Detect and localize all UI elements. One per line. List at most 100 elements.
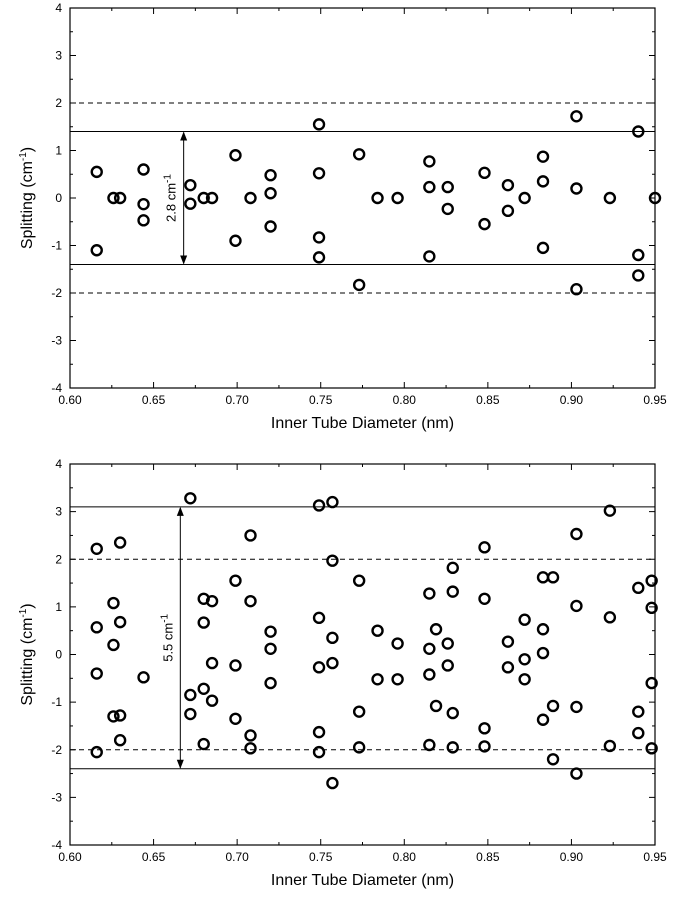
data-point bbox=[312, 167, 326, 180]
range-annotation-text: 5.5 cm bbox=[160, 623, 175, 662]
y-tick-label: -3 bbox=[51, 790, 62, 804]
data-point bbox=[113, 615, 127, 629]
y-axis-title: Splitting (cm-1) bbox=[18, 603, 36, 705]
data-point bbox=[441, 659, 454, 672]
y-tick-label: 3 bbox=[55, 49, 62, 63]
y-axis-title-main: Splitting (cm bbox=[19, 161, 36, 249]
data-point bbox=[113, 191, 127, 205]
y-axis-title-sup: -1 bbox=[18, 152, 29, 161]
x-tick-label: 0.75 bbox=[309, 393, 333, 407]
data-point bbox=[184, 688, 197, 702]
data-point bbox=[518, 673, 531, 686]
data-point bbox=[501, 635, 515, 648]
data-point bbox=[205, 656, 219, 670]
data-point bbox=[312, 231, 326, 244]
y-tick-label: 2 bbox=[55, 96, 62, 110]
data-point bbox=[632, 248, 645, 262]
data-point bbox=[478, 722, 491, 735]
data-point bbox=[371, 624, 384, 637]
data-point bbox=[90, 745, 103, 759]
data-point bbox=[197, 737, 210, 751]
y-tick-label: 1 bbox=[55, 144, 62, 158]
data-point bbox=[229, 574, 242, 587]
y-tick-label: -4 bbox=[51, 838, 62, 852]
data-point bbox=[244, 742, 257, 755]
data-point bbox=[90, 244, 103, 257]
arrowhead-up-icon bbox=[176, 506, 184, 516]
data-point bbox=[205, 191, 219, 205]
data-point bbox=[312, 725, 326, 739]
y-tick-label: -1 bbox=[51, 239, 62, 253]
range-annotation-label: 5.5 cm-1 bbox=[159, 613, 175, 661]
data-point bbox=[229, 659, 242, 672]
data-point bbox=[478, 217, 491, 231]
data-point bbox=[423, 155, 436, 168]
data-point bbox=[312, 118, 326, 131]
data-point bbox=[264, 187, 277, 200]
data-point bbox=[352, 574, 366, 587]
data-point bbox=[632, 125, 645, 138]
y-tick-label: -4 bbox=[51, 381, 62, 395]
chart-panel-1: 0.60 0.65 0.70 0.75 0.80 0.85 0.90 0.95 -4 -3 -2 -1… bbox=[18, 1, 667, 432]
data-point bbox=[536, 571, 550, 584]
plot-frame bbox=[69, 463, 656, 846]
data-point bbox=[205, 694, 219, 707]
data-point bbox=[501, 661, 515, 674]
data-point bbox=[391, 673, 404, 686]
data-point bbox=[632, 581, 645, 595]
data-point bbox=[107, 638, 120, 652]
y-tick-label: 0 bbox=[55, 191, 62, 205]
data-point bbox=[478, 592, 491, 605]
x-tick-label: 0.65 bbox=[142, 850, 166, 864]
y-tick-label: -1 bbox=[51, 695, 62, 709]
data-point bbox=[137, 163, 150, 176]
x-axis-title: Inner Tube Diameter (nm) bbox=[271, 872, 454, 889]
data-point bbox=[570, 283, 583, 296]
range-annotation-sup: -1 bbox=[163, 174, 174, 183]
data-point bbox=[326, 554, 339, 567]
data-point bbox=[352, 278, 366, 292]
range-annotation-sup: -1 bbox=[159, 613, 170, 622]
y-tick-label: -2 bbox=[51, 286, 62, 300]
data-point bbox=[264, 642, 277, 655]
x-tick-label: 0.70 bbox=[225, 393, 249, 407]
x-tick-label: 0.90 bbox=[560, 393, 584, 407]
data-point bbox=[536, 175, 550, 188]
data-point bbox=[570, 182, 583, 195]
data-point bbox=[423, 250, 436, 263]
data-point bbox=[546, 571, 560, 584]
data-point bbox=[648, 191, 662, 205]
data-point bbox=[446, 706, 459, 720]
data-point bbox=[197, 682, 210, 695]
x-axis-title: Inner Tube Diameter (nm) bbox=[271, 415, 454, 432]
data-point bbox=[312, 499, 326, 512]
arrowhead-down-icon bbox=[176, 759, 184, 769]
data-point bbox=[205, 594, 219, 608]
data-point bbox=[197, 616, 210, 629]
y-axis-title-close: ) bbox=[19, 147, 36, 152]
y-tick-label: 1 bbox=[55, 600, 62, 614]
data-point bbox=[113, 536, 127, 549]
data-point bbox=[570, 110, 583, 123]
data-point bbox=[546, 699, 560, 713]
data-point bbox=[326, 656, 339, 670]
data-point bbox=[536, 646, 550, 660]
data-point bbox=[107, 596, 120, 610]
data-point bbox=[423, 180, 436, 194]
data-point bbox=[518, 653, 531, 666]
data-point bbox=[446, 561, 459, 575]
data-point bbox=[536, 713, 550, 726]
data-point bbox=[441, 180, 454, 194]
data-point bbox=[603, 191, 617, 205]
data-point bbox=[184, 197, 197, 210]
data-point bbox=[90, 621, 103, 634]
data-point bbox=[184, 492, 197, 505]
data-point bbox=[197, 191, 210, 205]
x-tick-label: 0.95 bbox=[643, 850, 667, 864]
y-axis-title-close: ) bbox=[19, 603, 36, 608]
data-point bbox=[326, 776, 339, 790]
data-point bbox=[244, 529, 257, 542]
x-tick-label: 0.90 bbox=[560, 850, 584, 864]
data-point bbox=[441, 202, 454, 216]
data-point bbox=[229, 712, 242, 725]
